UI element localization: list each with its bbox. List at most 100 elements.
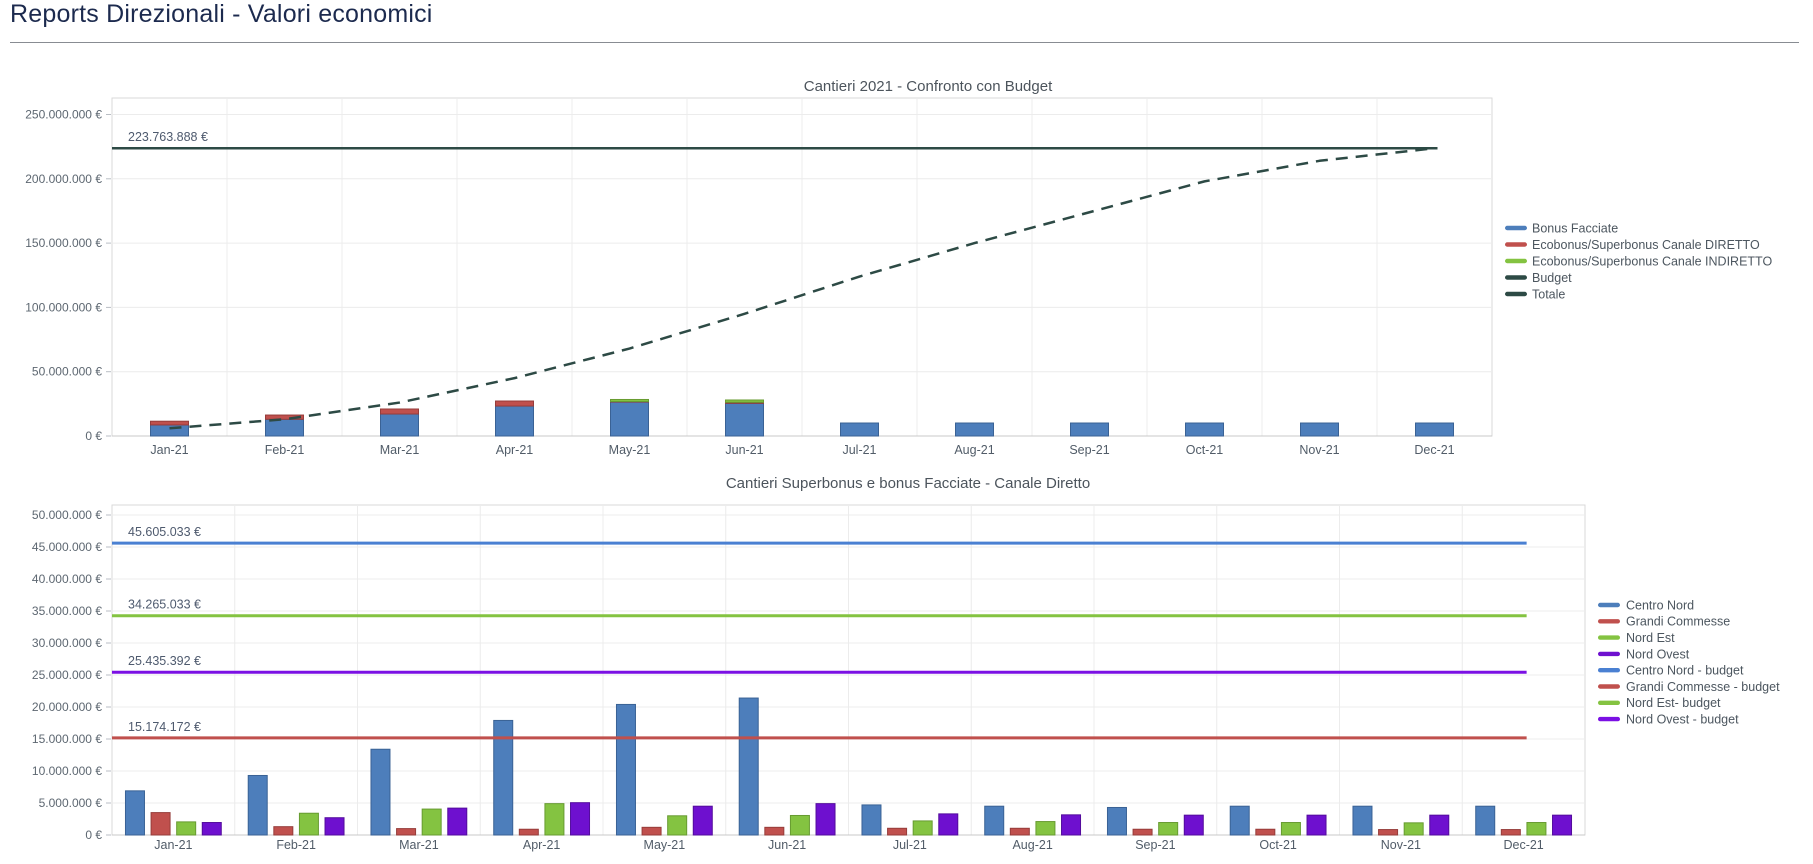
legend-item-ecobonus-superbonus-canale-diretto[interactable]: Ecobonus/Superbonus Canale DIRETTO bbox=[1505, 238, 1760, 252]
legend-item-centro-nord-budget[interactable]: Centro Nord - budget bbox=[1598, 664, 1744, 678]
bar-ecobonus-superbonus-canale-diretto-jan-21 bbox=[150, 420, 189, 426]
x-tick-label-nov-21: Nov-21 bbox=[1299, 443, 1339, 457]
legend-item-nord-est[interactable]: Nord Est bbox=[1598, 631, 1675, 645]
legend-marker-ecobonus-superbonus-canale-indiretto bbox=[1505, 258, 1527, 264]
bar-centro-nord-sep-21 bbox=[1106, 806, 1127, 836]
bar-bonus-facciate-apr-21 bbox=[495, 405, 534, 437]
bar-bonus-facciate-oct-21 bbox=[1185, 422, 1224, 437]
y-tick-label: 150.000.000 € bbox=[25, 236, 102, 250]
y-tick-label: 0 € bbox=[85, 429, 102, 443]
chart-cantieri-2021-confronto-con-budget: 0 € 50.000.000 € 100.000.000 € 150.000.000 … bbox=[25, 78, 1772, 457]
legend-item-nord-ovest[interactable]: Nord Ovest bbox=[1598, 647, 1690, 661]
bar-centro-nord-jun-21 bbox=[738, 697, 759, 836]
legend-marker-centro-nord-budget bbox=[1598, 668, 1620, 673]
legend-marker-nord-est bbox=[1598, 635, 1620, 640]
bar-nord-est-feb-21 bbox=[298, 812, 319, 836]
bar-bonus-facciate-dec-21 bbox=[1415, 422, 1454, 437]
bar-nord-ovest-apr-21 bbox=[570, 802, 591, 836]
bar-bonus-facciate-feb-21 bbox=[265, 418, 304, 437]
y-tick-label: 15.000.000 € bbox=[32, 732, 102, 746]
x-tick-label-mar-21: Mar-21 bbox=[399, 838, 439, 852]
legend-marker-budget bbox=[1505, 275, 1527, 280]
bar-grandi-commesse-jul-21 bbox=[887, 827, 908, 836]
header-divider bbox=[10, 42, 1799, 43]
x-tick-label-mar-21: Mar-21 bbox=[380, 443, 420, 457]
x-tick-label-aug-21: Aug-21 bbox=[954, 443, 994, 457]
bar-nord-est-mar-21 bbox=[421, 808, 442, 836]
legend-item-grandi-commesse[interactable]: Grandi Commesse bbox=[1598, 615, 1730, 629]
bar-bonus-facciate-may-21 bbox=[610, 401, 649, 437]
bar-grandi-commesse-may-21 bbox=[641, 826, 662, 836]
bar-bonus-facciate-mar-21 bbox=[380, 413, 419, 437]
legend-marker-totale bbox=[1505, 291, 1527, 297]
bar-centro-nord-nov-21 bbox=[1352, 805, 1373, 836]
legend-label-nord-est: Nord Est bbox=[1626, 631, 1675, 645]
legend-label-ecobonus-superbonus-canale-indiretto: Ecobonus/Superbonus Canale INDIRETTO bbox=[1532, 254, 1772, 268]
bar-grandi-commesse-nov-21 bbox=[1378, 829, 1399, 836]
y-tick-label: 45.000.000 € bbox=[32, 540, 102, 554]
legend-item-nord-ovest-budget[interactable]: Nord Ovest - budget bbox=[1598, 713, 1739, 727]
legend-item-totale[interactable]: Totale bbox=[1505, 287, 1565, 301]
x-tick-label-jun-21: Jun-21 bbox=[725, 443, 763, 457]
legend-item-ecobonus-superbonus-canale-indiretto[interactable]: Ecobonus/Superbonus Canale INDIRETTO bbox=[1505, 254, 1772, 268]
legend-marker-grandi-commesse bbox=[1598, 619, 1620, 624]
y-tick-label: 25.000.000 € bbox=[32, 668, 102, 682]
x-tick-label-feb-21: Feb-21 bbox=[276, 838, 316, 852]
legend-item-budget[interactable]: Budget bbox=[1505, 271, 1572, 285]
legend-item-grandi-commesse-budget[interactable]: Grandi Commesse - budget bbox=[1598, 680, 1780, 694]
x-tick-label-sep-21: Sep-21 bbox=[1135, 838, 1175, 852]
legend-item-nord-est-budget[interactable]: Nord Est- budget bbox=[1598, 696, 1721, 710]
bar-ecobonus-superbonus-canale-diretto-apr-21 bbox=[495, 400, 534, 407]
legend-item-centro-nord[interactable]: Centro Nord bbox=[1598, 598, 1694, 612]
x-tick-label-aug-21: Aug-21 bbox=[1012, 838, 1052, 852]
legend-label-ecobonus-superbonus-canale-diretto: Ecobonus/Superbonus Canale DIRETTO bbox=[1532, 238, 1760, 252]
bar-nord-est-aug-21 bbox=[1035, 821, 1056, 836]
legend-label-nord-ovest: Nord Ovest bbox=[1626, 647, 1690, 661]
chart-title-chart1: Cantieri 2021 - Confronto con Budget bbox=[804, 78, 1053, 95]
annotation-budget: 223.763.888 € bbox=[128, 130, 208, 144]
bar-nord-ovest-mar-21 bbox=[447, 807, 468, 836]
bar-nord-est-dec-21 bbox=[1526, 822, 1547, 836]
legend-label-centro-nord: Centro Nord bbox=[1626, 598, 1694, 612]
bar-nord-ovest-jul-21 bbox=[938, 813, 959, 836]
bar-centro-nord-mar-21 bbox=[370, 748, 391, 836]
y-tick-label: 35.000.000 € bbox=[32, 604, 102, 618]
bar-nord-ovest-nov-21 bbox=[1429, 814, 1450, 836]
legend-label-grandi-commesse-budget: Grandi Commesse - budget bbox=[1626, 680, 1780, 694]
y-tick-label: 250.000.000 € bbox=[25, 108, 102, 122]
x-tick-label-dec-21: Dec-21 bbox=[1414, 443, 1454, 457]
legend-item-bonus-facciate[interactable]: Bonus Facciate bbox=[1505, 221, 1618, 235]
y-tick-label: 50.000.000 € bbox=[32, 365, 102, 379]
y-tick-label: 20.000.000 € bbox=[32, 700, 102, 714]
bar-grandi-commesse-aug-21 bbox=[1009, 827, 1030, 836]
bar-nord-ovest-oct-21 bbox=[1306, 814, 1327, 836]
y-tick-label: 50.000.000 € bbox=[32, 508, 102, 522]
bar-grandi-commesse-jun-21 bbox=[764, 826, 785, 836]
y-tick-label: 0 € bbox=[85, 828, 102, 842]
x-axis-labels: Jan-21 Feb-21 Mar-21 Apr-21 May-21 Jun-21 Jul-… bbox=[154, 838, 1544, 852]
bar-ecobonus-superbonus-canale-diretto-mar-21 bbox=[380, 408, 419, 415]
bar-centro-nord-aug-21 bbox=[984, 805, 1005, 836]
bar-ecobonus-superbonus-canale-indiretto-jun-21 bbox=[725, 399, 764, 403]
y-tick-label: 5.000.000 € bbox=[39, 796, 103, 810]
x-tick-label-may-21: May-21 bbox=[609, 443, 651, 457]
bar-bonus-facciate-nov-21 bbox=[1300, 422, 1339, 437]
bar-nord-est-jan-21 bbox=[176, 821, 197, 836]
bar-grandi-commesse-dec-21 bbox=[1500, 829, 1521, 836]
annotation-grandi-commesse-budget: 15.174.172 € bbox=[128, 720, 201, 734]
x-tick-label-feb-21: Feb-21 bbox=[265, 443, 305, 457]
legend-label-nord-est-budget: Nord Est- budget bbox=[1626, 696, 1721, 710]
y-tick-label: 30.000.000 € bbox=[32, 636, 102, 650]
bar-centro-nord-oct-21 bbox=[1229, 805, 1250, 836]
bar-nord-est-apr-21 bbox=[544, 803, 565, 836]
bar-grandi-commesse-apr-21 bbox=[518, 828, 539, 836]
bar-ecobonus-superbonus-canale-indiretto-may-21 bbox=[610, 398, 649, 403]
bar-bonus-facciate-jun-21 bbox=[725, 402, 764, 437]
bar-centro-nord-dec-21 bbox=[1475, 805, 1496, 836]
line-totale bbox=[169, 146, 1435, 430]
x-tick-label-oct-21: Oct-21 bbox=[1259, 838, 1297, 852]
y-tick-label: 10.000.000 € bbox=[32, 764, 102, 778]
x-tick-label-jan-21: Jan-21 bbox=[154, 838, 192, 852]
legend-marker-nord-ovest-budget bbox=[1598, 716, 1620, 722]
plot-grid: 0 € 50.000.000 € 100.000.000 € 150.000.000 … bbox=[25, 97, 1493, 443]
